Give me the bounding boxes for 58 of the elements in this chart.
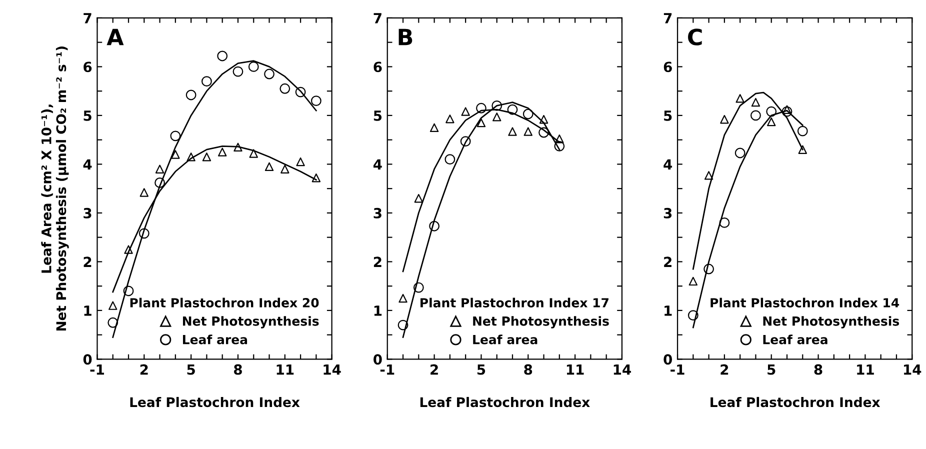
legend-label: Leaf area bbox=[473, 334, 538, 344]
y-tick-label: 7 bbox=[84, 13, 92, 24]
legend-label: Net Photosynthesis bbox=[473, 316, 609, 328]
x-tick-label: 5 bbox=[187, 364, 195, 375]
legend-title: Plant Plastochron Index 17 bbox=[420, 298, 608, 308]
legend-title: Plant Plastochron Index 14 bbox=[710, 298, 900, 308]
x-tick-label: -1 bbox=[90, 364, 104, 375]
x-tick-label: -1 bbox=[380, 364, 394, 375]
y-tick-label: 3 bbox=[374, 208, 382, 218]
chart-title: B bbox=[398, 28, 412, 46]
legend-label: Net Photosynthesis bbox=[763, 316, 900, 328]
y-tick-label: 1 bbox=[664, 306, 672, 316]
legend-title: Plant Plastochron Index 20 bbox=[130, 298, 319, 308]
chart-title: A bbox=[106, 28, 124, 46]
y-tick-label: 4 bbox=[373, 159, 382, 170]
x-tick-label: -1 bbox=[670, 364, 684, 375]
x-tick-label: 8 bbox=[814, 364, 822, 375]
x-tick-label: 11 bbox=[566, 364, 584, 375]
x-tick-label: 14 bbox=[904, 364, 922, 375]
y-tick-label: 4 bbox=[664, 159, 672, 170]
x-axis-title: Leaf Plastochron Index bbox=[130, 396, 300, 408]
legend-label: Leaf area bbox=[182, 334, 248, 344]
y-tick-label: 7 bbox=[374, 13, 382, 24]
y-tick-label: 6 bbox=[664, 62, 672, 72]
y-tick-label: 7 bbox=[664, 13, 672, 24]
y-tick-label: 1 bbox=[374, 306, 382, 316]
legend-label: Net Photosynthesis bbox=[182, 316, 319, 328]
x-axis-title: Leaf Plastochron Index bbox=[420, 396, 590, 408]
y-tick-label: 2 bbox=[374, 256, 382, 267]
y-tick-label: 4 bbox=[83, 159, 92, 170]
y-tick-label: 0 bbox=[83, 354, 92, 365]
x-tick-label: 2 bbox=[720, 364, 728, 375]
chart-title: C bbox=[688, 28, 702, 46]
x-tick-label: 5 bbox=[768, 364, 776, 375]
x-tick-label: 8 bbox=[234, 364, 242, 375]
x-tick-label: 11 bbox=[857, 364, 874, 375]
x-tick-label: 8 bbox=[524, 364, 532, 375]
y-tick-label: 3 bbox=[664, 208, 672, 218]
x-tick-label: 11 bbox=[276, 364, 294, 375]
y-tick-label: 6 bbox=[374, 62, 382, 72]
x-axis-title: Leaf Plastochron Index bbox=[710, 396, 880, 408]
y-tick-label: 5 bbox=[664, 110, 672, 121]
x-tick-label: 2 bbox=[140, 364, 148, 375]
y-tick-label: 5 bbox=[374, 110, 382, 121]
y-tick-label: 0 bbox=[374, 354, 382, 365]
y-tick-label: 0 bbox=[664, 354, 672, 365]
x-tick-label: 14 bbox=[614, 364, 631, 375]
x-tick-label: 14 bbox=[324, 364, 341, 375]
y-tick-label: 2 bbox=[664, 256, 672, 267]
y-tick-label: 2 bbox=[84, 256, 92, 267]
x-tick-label: 2 bbox=[430, 364, 438, 375]
x-tick-label: 5 bbox=[477, 364, 486, 375]
y-tick-label: 5 bbox=[84, 110, 92, 121]
y-tick-label: 6 bbox=[84, 62, 92, 72]
y-tick-label: 1 bbox=[84, 306, 92, 316]
y-tick-label: 3 bbox=[84, 208, 92, 218]
y-axis-title: Leaf Area (cm² X 10⁻¹), Net Photosynthesis (µmol CO₂ m⁻² s⁻¹) bbox=[41, 46, 69, 331]
legend-label: Leaf area bbox=[763, 334, 828, 344]
